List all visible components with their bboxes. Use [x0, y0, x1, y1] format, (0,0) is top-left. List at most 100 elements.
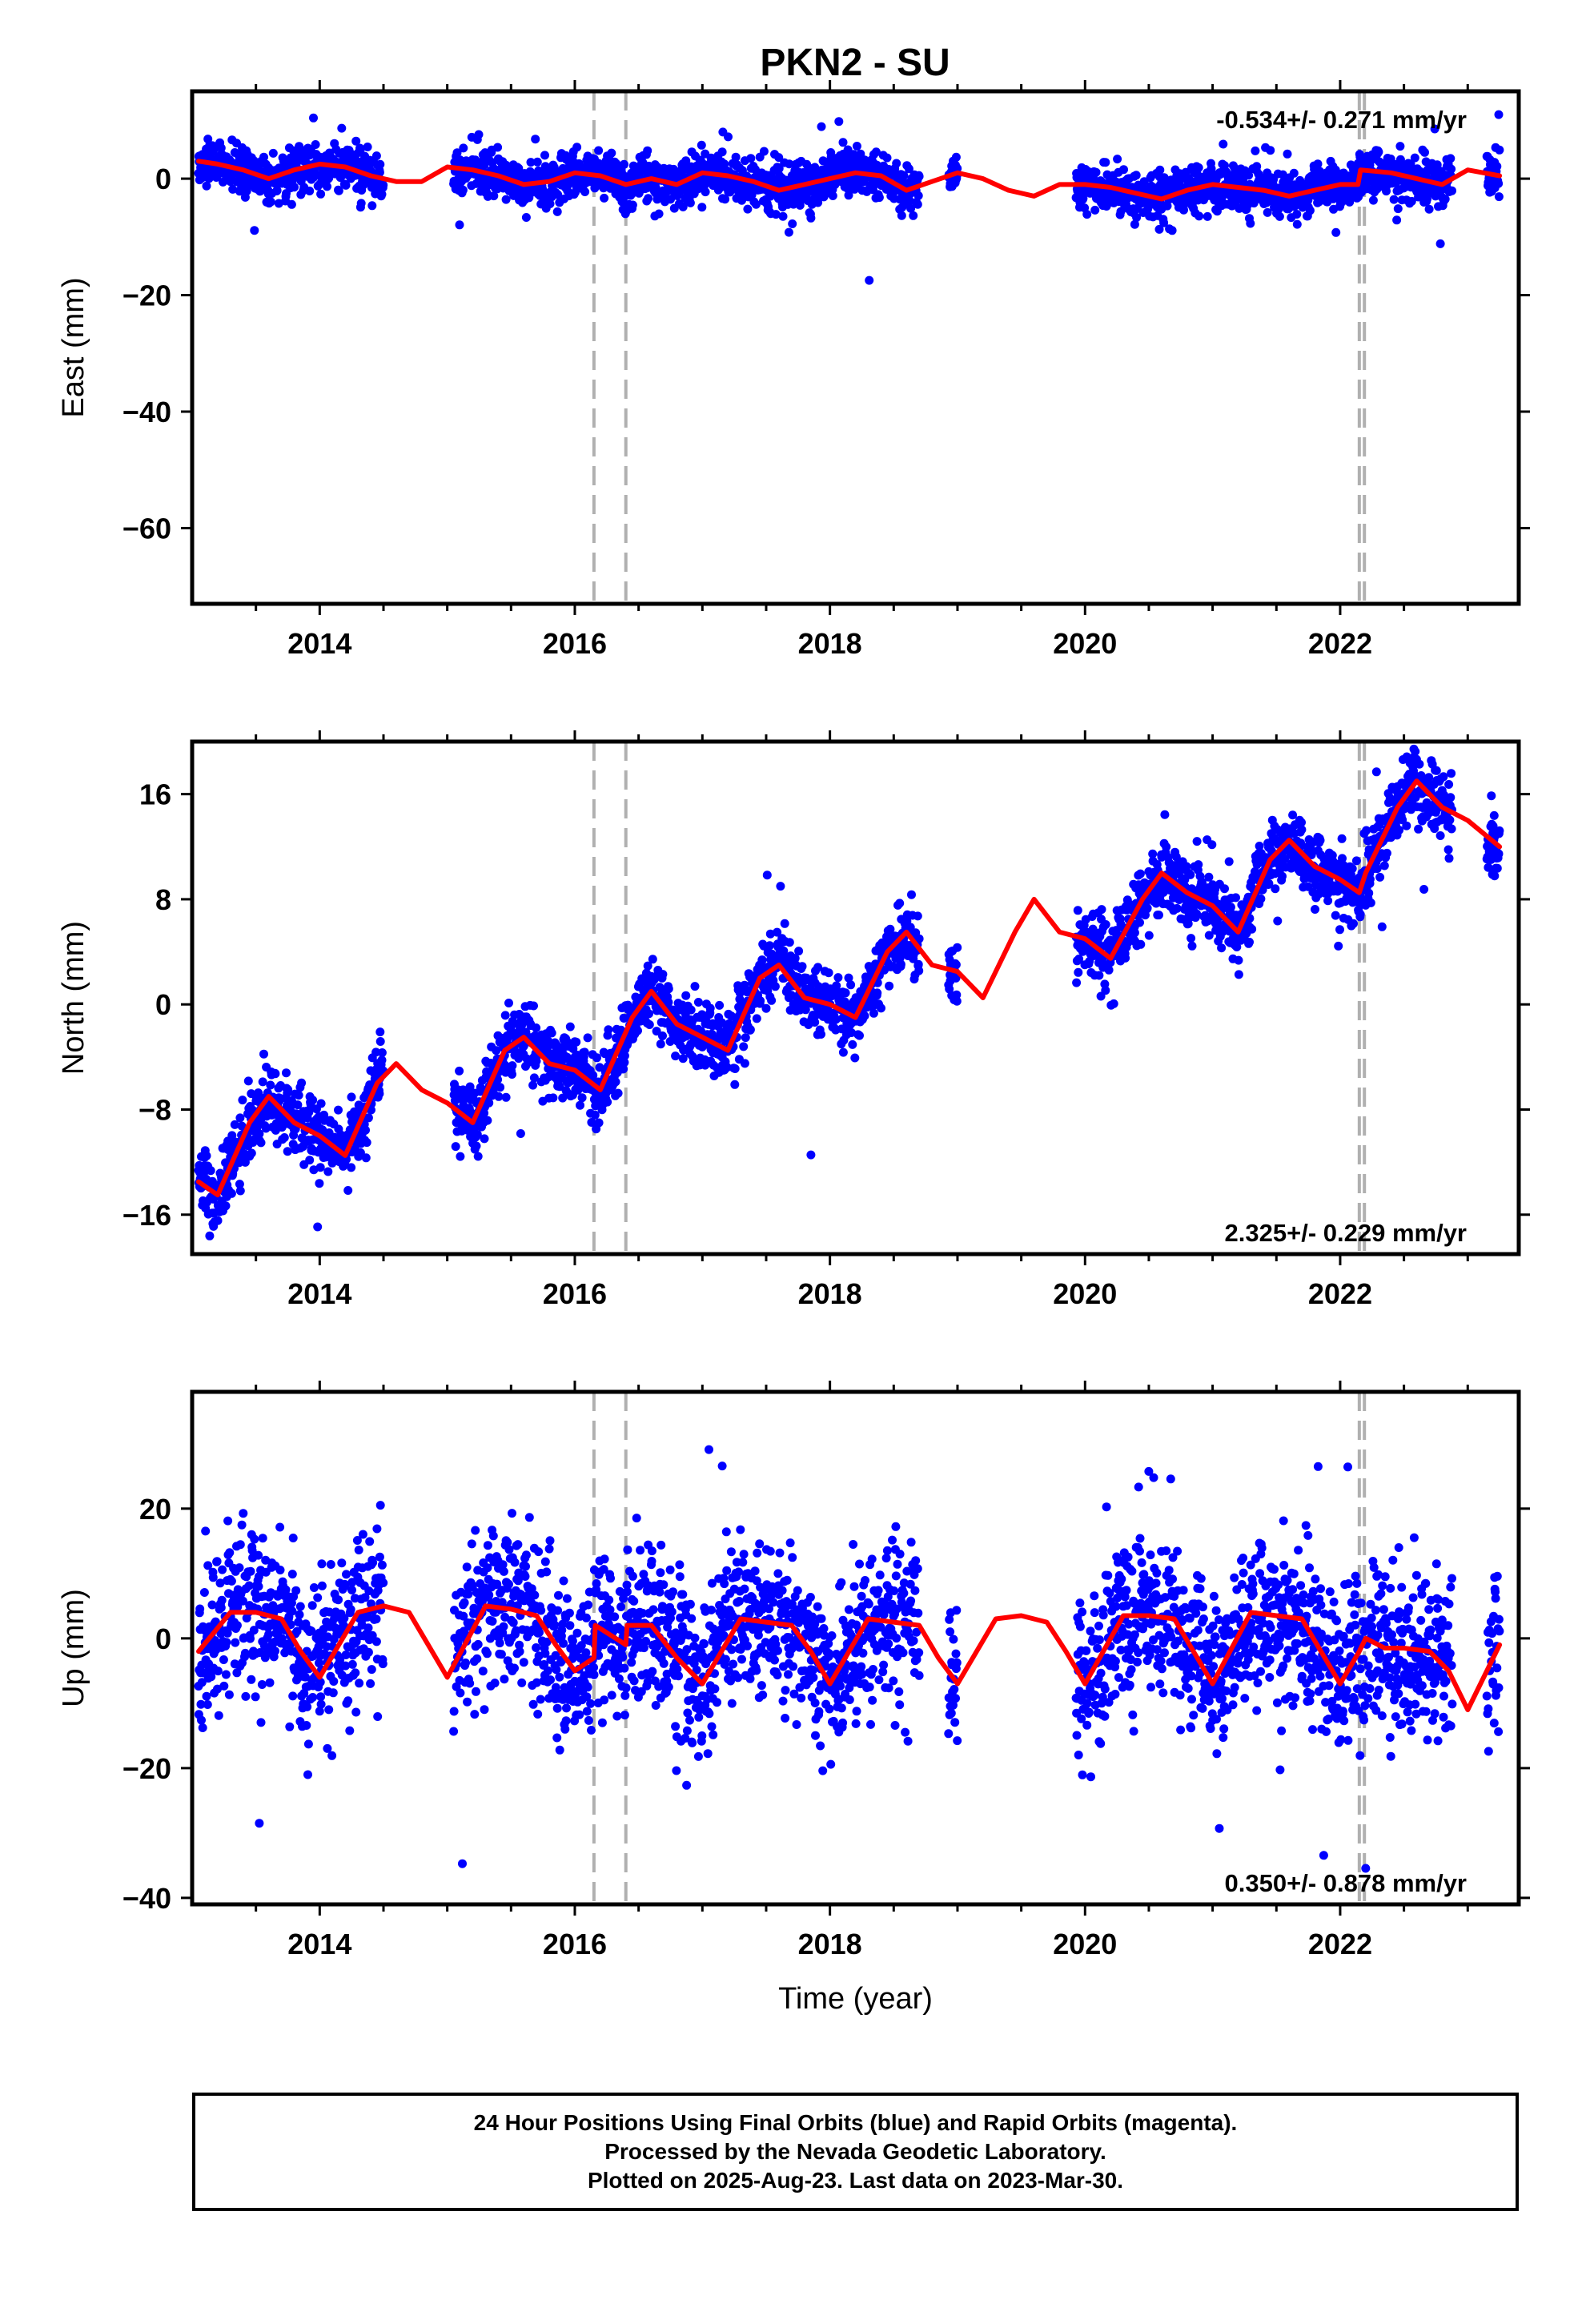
data-point	[1251, 195, 1259, 205]
data-point	[865, 275, 874, 285]
data-point	[620, 1051, 629, 1060]
data-point	[1192, 837, 1202, 846]
data-point	[238, 1096, 247, 1105]
data-point	[1246, 219, 1255, 228]
data-point	[844, 973, 853, 983]
data-point	[1232, 943, 1242, 951]
data-point	[686, 1005, 696, 1015]
data-point	[664, 998, 673, 1007]
data-point	[1142, 903, 1152, 913]
data-point	[1130, 928, 1139, 938]
data-point	[644, 1009, 653, 1019]
data-point	[553, 190, 563, 199]
data-point	[877, 1003, 885, 1013]
data-point	[885, 981, 894, 991]
data-point	[780, 919, 789, 928]
plot-area-north	[194, 742, 1504, 1299]
data-point	[613, 1088, 623, 1098]
data-point	[1160, 810, 1170, 819]
data-point	[305, 187, 315, 195]
data-point	[656, 1039, 665, 1049]
data-point	[1252, 162, 1262, 171]
data-point	[773, 927, 782, 937]
data-point	[456, 1152, 465, 1161]
data-point	[1283, 149, 1292, 159]
data-point	[1131, 171, 1141, 180]
data-point	[1374, 147, 1383, 157]
data-point	[905, 196, 914, 206]
data-point	[1113, 155, 1122, 164]
data-point	[1424, 204, 1434, 214]
data-point	[1226, 903, 1235, 912]
data-point	[1305, 206, 1315, 215]
data-point	[545, 199, 555, 208]
data-point	[838, 138, 848, 147]
data-point	[762, 870, 772, 880]
data-point	[1097, 905, 1106, 915]
data-point	[1406, 159, 1415, 169]
data-point	[323, 182, 331, 191]
data-point	[1082, 210, 1092, 219]
data-point	[897, 211, 906, 220]
data-point	[831, 1015, 841, 1024]
data-point	[817, 122, 826, 131]
data-point	[1430, 124, 1439, 134]
data-point	[343, 1186, 353, 1195]
data-point	[1130, 219, 1139, 229]
data-point	[594, 146, 604, 155]
data-point	[1264, 879, 1274, 888]
data-point	[451, 1142, 460, 1152]
data-point	[785, 159, 794, 169]
x-tick-label: 2016	[543, 627, 607, 660]
data-point	[211, 1290, 219, 1299]
data-point	[603, 1097, 612, 1107]
data-point	[751, 199, 761, 209]
data-point	[914, 934, 924, 943]
data-point	[739, 1042, 749, 1051]
data-point	[287, 199, 296, 209]
data-point	[363, 143, 372, 151]
data-point	[1292, 219, 1302, 229]
data-point	[309, 1165, 319, 1175]
data-point	[294, 1091, 303, 1100]
data-point	[834, 117, 844, 127]
data-point	[334, 1105, 343, 1115]
data-point	[913, 911, 922, 921]
data-point	[202, 1151, 211, 1160]
data-point	[817, 1030, 825, 1039]
data-point	[1101, 920, 1110, 929]
data-point	[500, 1060, 510, 1070]
data-point	[1187, 941, 1197, 951]
data-point	[697, 140, 706, 150]
data-point	[1136, 939, 1146, 949]
data-point	[774, 164, 784, 173]
data-point	[1186, 934, 1196, 943]
data-point	[671, 1051, 681, 1061]
data-point	[1207, 164, 1216, 173]
data-point	[1494, 192, 1504, 202]
data-point	[644, 1020, 654, 1029]
data-point	[227, 1131, 237, 1140]
data-point	[678, 1054, 688, 1063]
data-point	[455, 1066, 464, 1076]
data-point	[452, 148, 462, 158]
data-point	[337, 123, 347, 133]
data-point	[555, 1082, 564, 1092]
data-point	[664, 984, 673, 994]
data-point	[309, 113, 318, 123]
data-point	[1194, 163, 1203, 172]
data-point	[770, 982, 780, 991]
x-tick-label: 2022	[1308, 627, 1372, 660]
data-point	[1135, 918, 1144, 927]
data-point	[784, 227, 793, 237]
data-point	[1435, 239, 1445, 248]
data-point	[529, 1001, 538, 1011]
data-point	[813, 963, 823, 972]
data-point	[871, 147, 881, 157]
data-point	[620, 1058, 629, 1068]
data-point	[913, 959, 923, 969]
data-point	[1292, 210, 1302, 219]
data-point	[595, 1063, 604, 1072]
